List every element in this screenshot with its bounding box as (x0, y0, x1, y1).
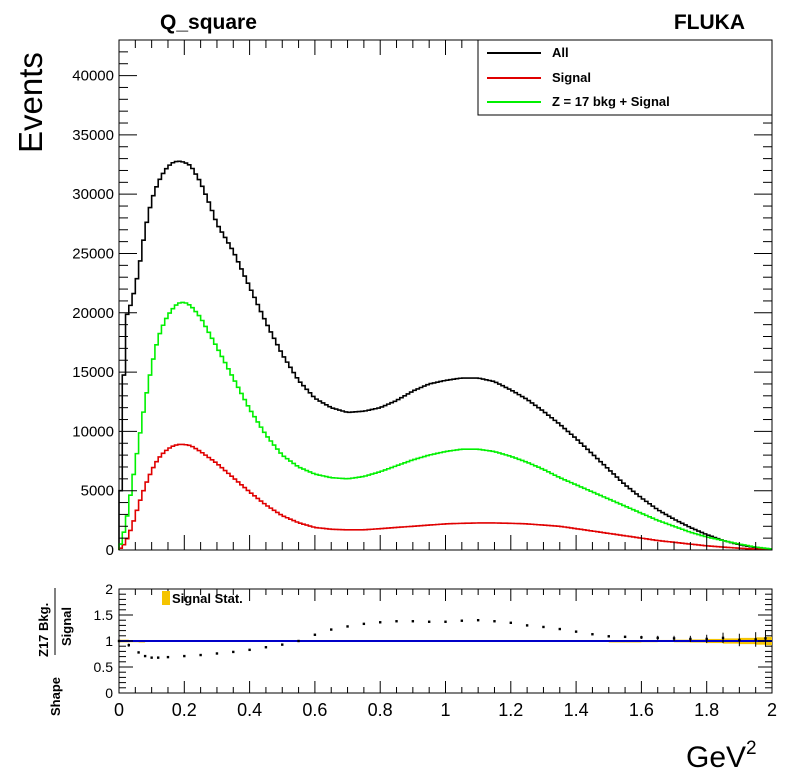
histogram-bkg-plus-signal (118, 301, 772, 550)
y-tick-label: 40000 (72, 68, 114, 85)
x-axis-label-exponent: 2 (746, 738, 757, 759)
y-tick-label: 5000 (81, 483, 114, 500)
y-tick-label: 20000 (72, 305, 114, 322)
y-tick-label: 0 (106, 542, 114, 559)
ratio-y-tick-label: 0 (105, 685, 113, 701)
ratio-axes: 0 0.5 1 1.5 2 0 0.2 0.4 0.6 0.8 1 1.2 1.4 1.6 1.8 2 (94, 581, 777, 720)
x-axis-label: GeV2 (686, 738, 757, 772)
ratio-y-label-denominator: Signal (59, 607, 74, 646)
main-histograms (118, 160, 772, 551)
ratio-panel: 0 0.5 1 1.5 2 0 0.2 0.4 0.6 0.8 1 1.2 1.4 1.6 1.8 2 Sig… (36, 581, 777, 720)
legend-label-signal: Signal (552, 70, 591, 85)
x-tick-label: 0.8 (368, 700, 393, 720)
x-tick-label: 0.4 (237, 700, 262, 720)
ratio-legend-swatch (162, 591, 170, 605)
ratio-y-label-shape: Shape (48, 677, 63, 716)
ratio-legend-label: Signal Stat. (172, 591, 243, 606)
x-axis-label-unit: GeV (686, 741, 746, 772)
x-tick-label: 1.6 (629, 700, 654, 720)
plot-title: Q_square (160, 11, 257, 34)
x-tick-label: 0 (114, 700, 124, 720)
main-axes: 0 5000 10000 15000 20000 25000 30000 35000 40000 (72, 39, 773, 559)
legend: All Signal Z = 17 bkg + Signal (477, 39, 773, 116)
y-tick-label: 25000 (72, 245, 114, 262)
ratio-y-tick-label: 1 (105, 633, 113, 649)
ratio-y-tick-label: 0.5 (94, 659, 114, 675)
y-axis-label: Events (12, 52, 49, 153)
legend-label-all: All (552, 45, 569, 60)
generator-label: FLUKA (674, 11, 745, 34)
x-tick-label: 1.4 (564, 700, 589, 720)
y-tick-label: 10000 (72, 423, 114, 440)
x-tick-label: 1 (440, 700, 450, 720)
histogram-all (118, 160, 772, 550)
ratio-y-label-numerator: Z17 Bkg. (36, 603, 51, 657)
y-tick-label: 30000 (72, 186, 114, 203)
histogram-signal (118, 443, 772, 551)
legend-label-bkg: Z = 17 bkg + Signal (552, 94, 670, 109)
y-tick-label: 15000 (72, 364, 114, 381)
x-tick-label: 1.2 (498, 700, 523, 720)
x-tick-label: 0.2 (172, 700, 197, 720)
x-tick-label: 1.8 (694, 700, 719, 720)
main-panel: 0 5000 10000 15000 20000 25000 30000 35000 40000… (12, 11, 773, 559)
ratio-y-tick-label: 2 (105, 581, 113, 597)
y-tick-label: 35000 (72, 127, 114, 144)
x-tick-label: 0.6 (302, 700, 327, 720)
ratio-y-tick-label: 1.5 (94, 607, 114, 623)
x-tick-label: 2 (767, 700, 777, 720)
